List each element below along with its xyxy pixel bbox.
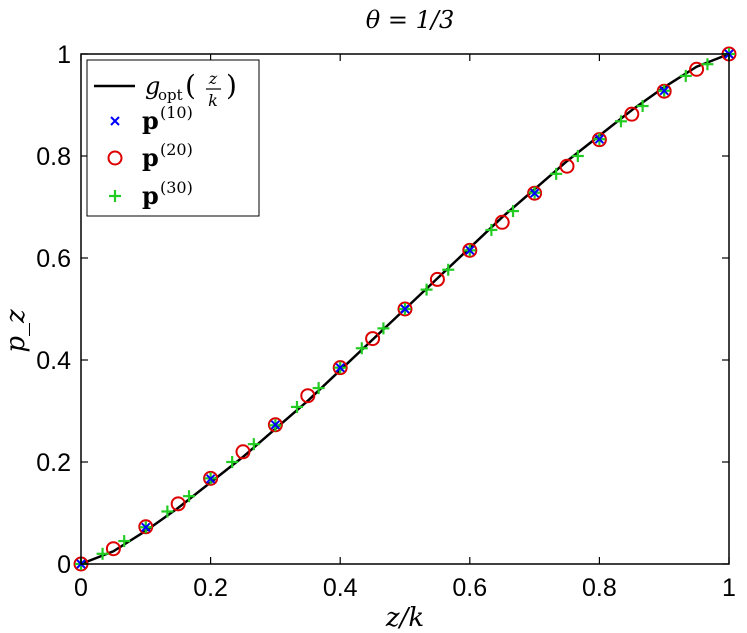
data-point xyxy=(659,86,669,96)
y-tick-label: 0 xyxy=(57,551,71,579)
data-point xyxy=(170,496,186,512)
data-point xyxy=(203,470,219,486)
legend-marker-swatch xyxy=(107,150,123,166)
svg-text:(10): (10) xyxy=(160,103,193,122)
chart-title: θ = 1/3 xyxy=(366,6,454,34)
data-point xyxy=(332,360,348,376)
data-point xyxy=(397,301,413,317)
data-point xyxy=(312,382,325,395)
data-point xyxy=(559,158,575,174)
x-tick-label: 1 xyxy=(722,574,736,602)
data-point xyxy=(465,245,475,256)
data-point xyxy=(400,304,410,314)
data-point xyxy=(96,547,109,560)
x-tick-label: 0.4 xyxy=(323,574,358,602)
svg-text:(20): (20) xyxy=(160,140,193,159)
data-point xyxy=(235,444,251,460)
data-point xyxy=(442,263,455,276)
data-point xyxy=(105,541,121,557)
data-point xyxy=(247,438,260,451)
y-tick-label: 0.8 xyxy=(36,143,71,171)
y-tick-label: 0.4 xyxy=(36,347,71,375)
data-point xyxy=(365,331,381,347)
data-point xyxy=(290,400,303,413)
data-point xyxy=(355,342,368,355)
data-point xyxy=(462,242,478,258)
data-point xyxy=(183,490,196,503)
data-point xyxy=(550,167,563,180)
svg-text:(: ( xyxy=(185,69,196,102)
data-point xyxy=(494,214,510,230)
x-tick-label: 0.6 xyxy=(452,574,487,602)
data-point xyxy=(614,115,627,128)
plot-frame xyxy=(80,53,730,565)
legend-label: p (30) xyxy=(142,178,193,210)
data-point xyxy=(529,188,540,198)
svg-text:(30): (30) xyxy=(160,178,193,197)
data-point xyxy=(485,223,498,236)
data-point xyxy=(594,134,605,144)
data-point xyxy=(507,205,520,218)
y-tick-label: 0.2 xyxy=(36,449,71,477)
svg-text:opt: opt xyxy=(158,86,183,104)
x-tick-label: 0.2 xyxy=(193,574,228,602)
data-point xyxy=(429,271,445,287)
svg-text:p: p xyxy=(142,143,159,172)
data-point xyxy=(335,362,345,373)
x-axis-ticks: 0 0.2 0.4 0.6 0.8 1 xyxy=(74,54,736,602)
y-axis-label: p_z xyxy=(1,309,31,353)
data-point xyxy=(679,69,692,82)
svg-text:k: k xyxy=(208,91,218,110)
data-point xyxy=(226,456,239,468)
svg-text:): ) xyxy=(226,69,237,102)
data-point xyxy=(161,505,174,518)
x-tick-label: 0.8 xyxy=(582,574,617,602)
data-point xyxy=(420,283,433,296)
legend-marker-swatch xyxy=(110,116,120,126)
svg-text:p: p xyxy=(142,106,159,135)
plot-marks xyxy=(73,46,737,572)
data-point xyxy=(270,420,281,430)
data-point xyxy=(377,322,390,335)
data-point xyxy=(300,388,316,404)
data-point xyxy=(701,58,714,71)
legend-label: p (20) xyxy=(142,140,193,172)
y-axis-ticks: 0 0.2 0.4 0.6 0.8 1 xyxy=(36,41,729,579)
y-tick-label: 1 xyxy=(57,41,71,69)
data-point xyxy=(689,61,705,77)
legend-marker-swatch xyxy=(109,190,121,202)
legend-label: p (10) xyxy=(142,103,193,135)
x-axis-label: z/k xyxy=(385,603,424,633)
x-tick-label: 0 xyxy=(74,574,88,602)
data-point xyxy=(636,100,649,113)
series-x-markers xyxy=(76,49,734,569)
data-point xyxy=(118,535,131,548)
y-tick-label: 0.6 xyxy=(36,245,71,273)
svg-text:z: z xyxy=(208,69,218,88)
data-point xyxy=(624,106,640,122)
data-point xyxy=(141,522,151,532)
data-point xyxy=(571,150,584,162)
svg-text:g: g xyxy=(145,72,160,100)
svg-text:p: p xyxy=(142,181,159,210)
data-point xyxy=(205,474,216,484)
